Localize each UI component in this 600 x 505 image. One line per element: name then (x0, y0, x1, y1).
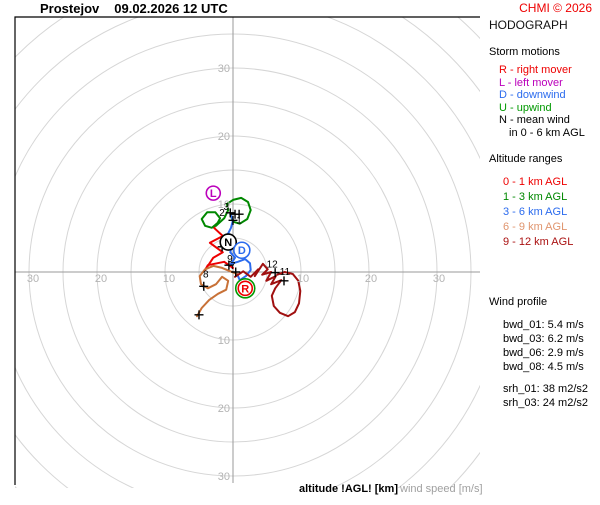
altitude-mark-label: 1 (236, 215, 242, 226)
altitude-mark (279, 276, 289, 286)
ring-label: 10 (297, 273, 309, 285)
altitude-range-item: 9 - 12 km AGL (503, 236, 574, 248)
bwd-value: bwd_06: 2.9 m/s (503, 347, 584, 359)
altitude-mark (199, 281, 209, 291)
storm-motion-item: in 0 - 6 km AGL (509, 126, 585, 139)
storm-motion-item: L - left mover (499, 76, 563, 89)
srh-list: srh_01: 38 m2/s2 srh_03: 24 m2/s2 (503, 382, 599, 410)
altitude-mark-label: 12 (267, 260, 279, 271)
page-title: Prostejov 09.02.2026 12 UTC (40, 1, 228, 16)
trace-1-3km (200, 196, 252, 229)
bwd-list: bwd_01: 5.4 m/s bwd_03: 6.2 m/s bwd_06: 2.… (503, 318, 599, 374)
altitude-range-item: 3 - 6 km AGL (503, 206, 568, 218)
storm-marker-D-circle (233, 241, 251, 260)
ring-label: 10 (163, 273, 175, 285)
altitude-mark-label: 3 (223, 202, 229, 213)
bwd-value: bwd_03: 6.2 m/s (503, 333, 584, 345)
altitude-mark (231, 267, 241, 277)
ring-label: 20 (218, 131, 230, 143)
ring-label: 20 (365, 273, 377, 285)
altitude-ranges-section: Altitude ranges 0 - 1 km AGL 1 - 3 km AGL… (489, 153, 599, 250)
plot-border (14, 16, 480, 485)
ring-label: 30 (218, 471, 230, 483)
altitude-ranges-title: Altitude ranges (489, 153, 563, 165)
storm-motion-item: R - right mover (499, 64, 572, 76)
altitude-range-item: 1 - 3 km AGL (503, 191, 568, 203)
storm-marker-N-letter: N (224, 237, 232, 249)
bwd-value: bwd_01: 5.4 m/s (503, 319, 584, 331)
altitude-mark (234, 209, 244, 219)
ring-label: 20 (95, 273, 107, 285)
ring-label: 30 (433, 273, 445, 285)
altitude-range-item: 0 - 1 km AGL (503, 176, 568, 188)
ring-label: 10 (218, 199, 230, 211)
storm-marker-L-circle (205, 185, 222, 201)
station-name: Prostejov (40, 1, 100, 16)
panel-title: HODOGRAPH (489, 18, 568, 32)
altitude-ranges-list: 0 - 1 km AGL 1 - 3 km AGL 3 - 6 km AGL 6 - … (503, 175, 599, 250)
storm-motions-title: Storm motions (489, 46, 560, 58)
storm-marker-R-letter: R (241, 283, 249, 295)
altitude-mark-label: 11 (280, 267, 291, 278)
storm-motion-item: U - upwind (499, 101, 552, 114)
altitude-mark (228, 215, 238, 225)
ring-label: 30 (218, 63, 230, 75)
storm-motions-section: Storm motions R - right mover L - left mo… (489, 46, 599, 139)
storm-marker-R-circle (237, 280, 254, 297)
trace-6-9km (196, 264, 239, 318)
storm-marker-N-circle (219, 233, 238, 251)
plot-area: 32149781211LNDR (15, 17, 480, 488)
storm-motion-item: N - mean wind (499, 114, 570, 126)
altitude-range-item: 6 - 9 km AGL (503, 221, 568, 233)
altitude-mark-label: 9 (227, 254, 233, 265)
srh-value: srh_01: 38 m2/s2 (503, 383, 588, 395)
storm-motions-list: R - right mover L - left mover D - downwin… (499, 64, 599, 139)
wind-profile-section: Wind profile bwd_01: 5.4 m/s bwd_03: 6.2 … (489, 296, 599, 410)
altitude-axis-label: altitude !AGL! [km] (299, 483, 398, 495)
ring-label: 20 (218, 403, 230, 415)
altitude-mark (194, 310, 204, 320)
range-ring (15, 17, 480, 488)
wind-speed-axis-label: wind speed [m/s] (400, 483, 483, 495)
ring-label: 10 (218, 335, 230, 347)
legend-panel: HODOGRAPH Storm motions R - right mover L… (489, 18, 599, 410)
altitude-mark (270, 268, 280, 278)
altitude-mark (224, 260, 234, 270)
wind-profile-title: Wind profile (489, 296, 548, 308)
storm-motion-item: D - downwind (499, 89, 566, 101)
copyright-notice: CHMI © 2026 (519, 1, 592, 15)
trace-0-1km (204, 222, 234, 271)
altitude-mark-label: 2 (219, 208, 225, 219)
srh-value: srh_03: 24 m2/s2 (503, 397, 588, 409)
bwd-value: bwd_08: 4.5 m/s (503, 361, 584, 373)
altitude-mark-label: 8 (203, 269, 209, 280)
ring-label: 30 (27, 273, 39, 285)
storm-marker-D-letter: D (238, 245, 246, 257)
altitude-mark-label: 7 (230, 261, 236, 272)
altitude-mark (225, 208, 235, 218)
sounding-datetime: 09.02.2026 12 UTC (114, 1, 228, 16)
storm-marker-L-letter: L (210, 188, 217, 200)
